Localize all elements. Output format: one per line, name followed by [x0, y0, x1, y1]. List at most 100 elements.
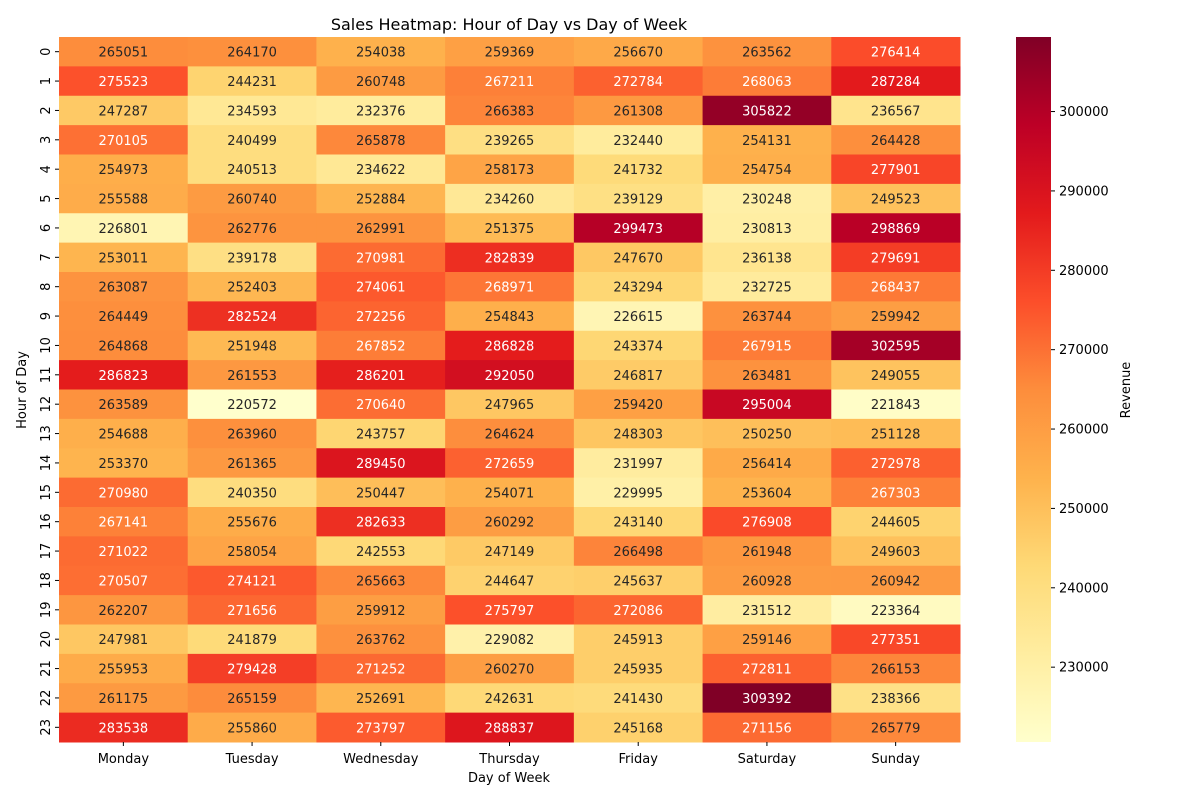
cell-value-label: 259420 — [613, 398, 663, 413]
y-tick-label: 7 — [39, 253, 54, 261]
cell-value-label: 270507 — [99, 574, 149, 589]
heatmap-cell — [831, 330, 961, 361]
heatmap-cell — [573, 448, 704, 479]
heatmap-cell — [573, 154, 704, 185]
heatmap-cell — [831, 272, 961, 302]
heatmap-cell — [573, 242, 704, 273]
cell-value-label: 239265 — [485, 134, 535, 149]
heatmap-cell — [59, 301, 189, 332]
colorbar: 230000 240000 250000 260000 270000 280000 2900… — [1016, 37, 1109, 742]
heatmap-cell — [445, 683, 575, 714]
heatmap-cell — [59, 565, 189, 596]
heatmap-cell — [59, 536, 189, 567]
heatmap-cell — [573, 183, 704, 214]
cell-value-label: 264624 — [485, 428, 535, 443]
cell-value-label: 272086 — [613, 604, 663, 619]
heatmap-cell — [316, 330, 446, 361]
heatmap-cell — [316, 213, 446, 244]
heatmap-cell — [573, 712, 704, 743]
heatmap-cell — [316, 565, 446, 596]
cell-value-label: 262776 — [227, 222, 277, 237]
cell-value-label: 299473 — [613, 222, 663, 237]
cell-value-label: 270981 — [356, 251, 406, 266]
cell-value-label: 277351 — [871, 633, 921, 648]
heatmap-cell — [59, 653, 189, 684]
heatmap-cell — [831, 595, 961, 625]
cell-value-label: 260942 — [871, 574, 921, 589]
cell-value-label: 265159 — [227, 692, 277, 707]
heatmap-cell — [702, 448, 832, 479]
cell-value-label: 274121 — [227, 574, 277, 589]
cell-value-label: 253370 — [99, 457, 149, 472]
cell-value-label: 271656 — [227, 604, 277, 619]
heatmap-cell — [831, 360, 961, 390]
heatmap-cell — [316, 301, 446, 332]
cell-value-label: 234593 — [227, 104, 277, 119]
cell-value-label: 267303 — [871, 486, 921, 501]
colorbar-tick-label: 270000 — [1059, 343, 1109, 358]
heatmap-cell — [831, 183, 961, 214]
heatmap-cell — [59, 154, 189, 185]
y-tick-label: 3 — [39, 136, 54, 144]
heatmap-cell — [316, 477, 446, 508]
cell-value-label: 246817 — [613, 369, 663, 384]
heatmap-cell — [831, 95, 961, 126]
x-tick-label: Friday — [619, 752, 659, 767]
x-tick-label: Thursday — [478, 752, 540, 767]
cell-value-label: 247981 — [99, 633, 149, 648]
cell-value-label: 245935 — [613, 663, 663, 678]
heatmap-cell — [59, 683, 189, 714]
heatmap-cell — [316, 712, 446, 743]
cell-value-label: 259146 — [742, 633, 792, 648]
y-tick-label: 9 — [39, 312, 54, 320]
y-tick-label: 8 — [39, 283, 54, 291]
heatmap-cell — [316, 37, 446, 67]
cell-value-label: 286828 — [485, 339, 535, 354]
cell-value-label: 268971 — [485, 281, 535, 296]
cell-value-label: 249523 — [871, 193, 921, 208]
heatmap-cell — [445, 360, 575, 390]
cell-value-label: 295004 — [742, 398, 792, 413]
heatmap-cell — [831, 712, 961, 743]
y-tick-label: 14 — [39, 455, 54, 472]
cell-value-label: 267852 — [356, 339, 406, 354]
cell-value-label: 275523 — [99, 75, 149, 90]
colorbar-gradient — [1016, 37, 1051, 742]
cell-value-label: 267211 — [485, 75, 535, 90]
cell-value-label: 221843 — [871, 398, 921, 413]
heatmap-cell — [316, 272, 446, 302]
cell-value-label: 263562 — [742, 46, 792, 61]
heatmap-cell — [187, 653, 317, 684]
cell-value-label: 248303 — [613, 428, 663, 443]
cell-value-label: 261365 — [227, 457, 277, 472]
heatmap-cell — [445, 595, 575, 625]
cell-value-label: 270980 — [99, 486, 149, 501]
cell-value-label: 272659 — [485, 457, 535, 472]
heatmap-cell — [702, 536, 832, 567]
cell-value-label: 298869 — [871, 222, 921, 237]
heatmap-cell — [702, 66, 832, 97]
heatmap-cell — [831, 536, 961, 567]
colorbar-tick-label: 290000 — [1059, 184, 1109, 199]
heatmap-cell — [702, 507, 832, 537]
cell-value-label: 238366 — [871, 692, 921, 707]
y-tick-label: 21 — [39, 660, 54, 677]
cell-value-label: 263960 — [227, 428, 277, 443]
heatmap-cell — [702, 565, 832, 596]
cell-value-label: 275797 — [485, 604, 535, 619]
cell-value-label: 282524 — [227, 310, 277, 325]
heatmap-cell — [573, 330, 704, 361]
cell-value-label: 234622 — [356, 163, 406, 178]
heatmap-cell — [573, 565, 704, 596]
cell-value-label: 244647 — [485, 574, 535, 589]
cell-value-label: 251128 — [871, 428, 921, 443]
cell-value-label: 252403 — [227, 281, 277, 296]
heatmap-cell — [445, 653, 575, 684]
cell-value-label: 271252 — [356, 663, 406, 678]
heatmap-cell — [316, 448, 446, 479]
y-tick-label: 13 — [39, 425, 54, 442]
heatmap-cell — [573, 653, 704, 684]
heatmap-cell — [59, 242, 189, 273]
heatmap-cell — [831, 37, 961, 67]
